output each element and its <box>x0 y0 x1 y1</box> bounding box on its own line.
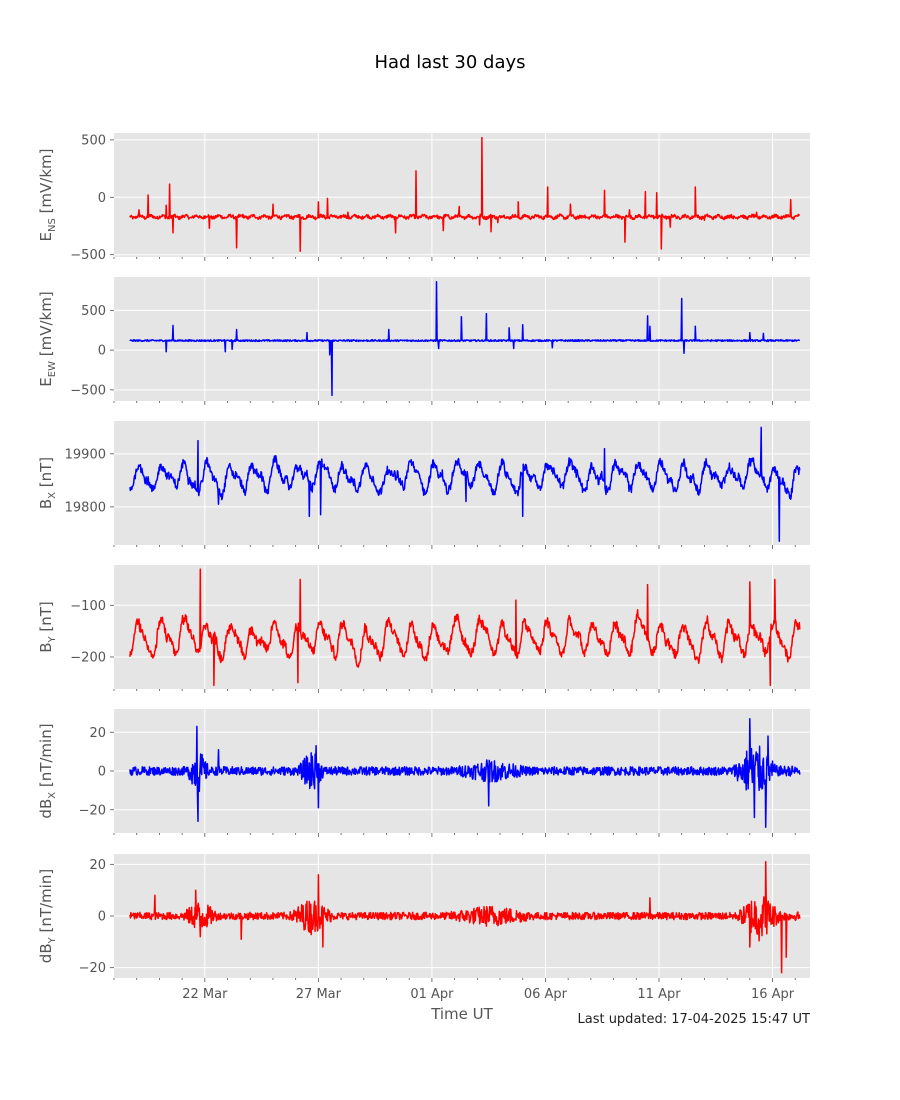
y-tick-label: 0 <box>98 191 106 206</box>
plot-background <box>114 421 810 545</box>
y-tick-label: 20 <box>89 858 106 873</box>
y-tick-label: −20 <box>79 961 106 976</box>
plot-background <box>114 133 810 257</box>
x-tick-label: 01 Apr <box>410 987 454 1002</box>
y-tick-label: −100 <box>70 599 106 614</box>
subplot-5: 20 0 −20 dBX [nT/min] <box>37 709 810 837</box>
series-line <box>129 281 801 397</box>
series-line <box>129 717 801 828</box>
y-tick-label: −500 <box>70 383 106 398</box>
y-axis-label: BY [nT] <box>37 601 58 653</box>
y-tick-label: 0 <box>98 765 106 780</box>
y-tick-label: 500 <box>81 304 106 319</box>
y-tick-label: 20 <box>89 726 106 741</box>
y-axis-label: BX [nT] <box>37 457 58 509</box>
series-line <box>129 861 801 974</box>
last-updated-text: Last updated: 17-04-2025 15:47 UT <box>577 1012 810 1027</box>
y-axis-label: dBX [nT/min] <box>37 723 58 818</box>
series-line <box>129 568 801 687</box>
subplot-4: −100 −200 BY [nT] <box>37 565 810 693</box>
y-tick-label: −20 <box>79 803 106 818</box>
x-tick-label: 27 Mar <box>296 987 342 1002</box>
subplot-6: 20 0 −20 dBY [nT/min] <box>37 854 810 982</box>
x-tick-label: 06 Apr <box>524 987 568 1002</box>
series-line <box>129 136 801 253</box>
y-tick-label: 0 <box>98 344 106 359</box>
figure-title: Had last 30 days <box>374 52 526 73</box>
y-tick-label: 19800 <box>65 500 106 515</box>
y-axis-label: ENS [mV/km] <box>37 148 58 241</box>
y-tick-label: 0 <box>98 910 106 925</box>
y-tick-label: 500 <box>81 133 106 148</box>
y-tick-label: −500 <box>70 248 106 263</box>
subplot-2: 500 0 −500 EEW [mV/km] <box>37 277 810 405</box>
y-tick-label: 19900 <box>65 447 106 462</box>
x-tick-label: 22 Mar <box>182 987 228 1002</box>
y-axis-label: EEW [mV/km] <box>37 291 58 386</box>
x-tick-label: 11 Apr <box>637 987 681 1002</box>
x-axis-title: Time UT <box>431 1005 493 1023</box>
series-line <box>129 426 801 543</box>
x-tick-label: 16 Apr <box>751 987 795 1002</box>
subplot-1: 500 0 −500 ENS [mV/km] <box>37 133 810 263</box>
y-axis-label: dBY [nT/min] <box>37 869 58 963</box>
y-tick-label: −200 <box>70 650 106 665</box>
subplot-3: 19900 19800 BX [nT] <box>37 421 810 549</box>
